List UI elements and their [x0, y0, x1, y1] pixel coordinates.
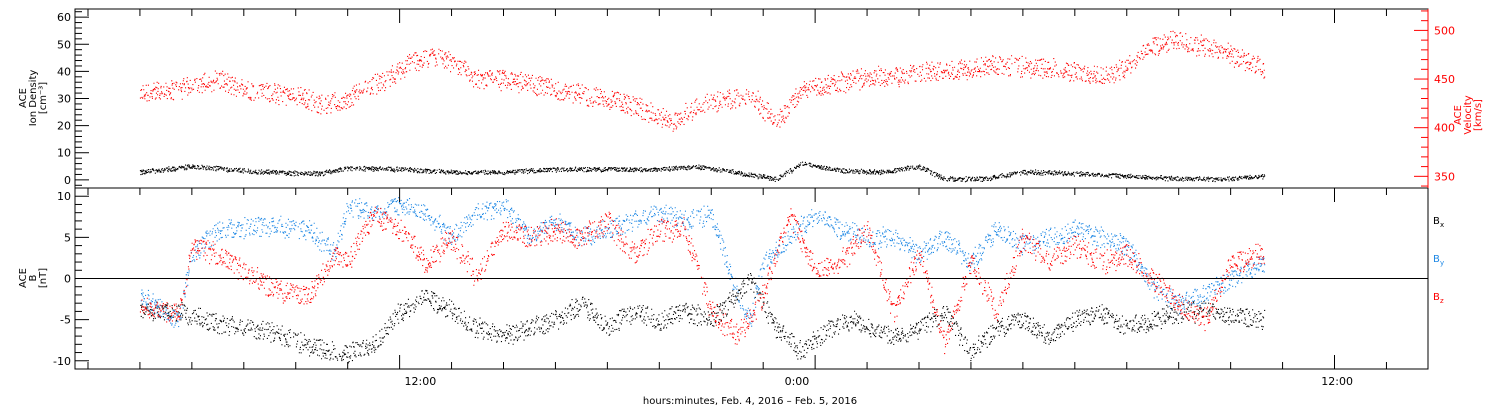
by-points [140, 197, 1266, 328]
density-tick-label: 40 [57, 65, 71, 78]
data-points-layer [139, 30, 1266, 364]
density-axis-title-line: [cm⁻³] [38, 82, 49, 114]
legend-label: B [1433, 292, 1440, 303]
velocity-axis-title-line: Velocity [1463, 95, 1474, 134]
density-tick-label: 50 [57, 38, 71, 51]
text-layer: 0 10 20 30 40 50 60 350 400 450 500 -10 -5 0 5 10 12:00 0… [18, 11, 1484, 407]
top-panel-frame [74, 8, 1429, 189]
density-tick-label: 20 [57, 120, 71, 133]
b-tick-label: 5 [64, 231, 71, 244]
axes-layer [74, 8, 1429, 370]
legend-label: B [1433, 254, 1440, 265]
time-tick-label: 0:00 [785, 375, 810, 388]
b-tick-label: -5 [60, 314, 71, 327]
legend-subscript: x [1440, 221, 1444, 229]
b-axis-title-line: ACE [18, 268, 29, 288]
density-axis-title-line: Ion Density [28, 70, 39, 127]
legend-subscript: z [1440, 297, 1444, 305]
velocity-tick-label: 450 [1434, 73, 1455, 86]
b-axis-title: ACE B [nT] [18, 268, 49, 288]
b-axis-title-line: B [28, 274, 39, 281]
velocity-axis-title-line: [km/s] [1473, 99, 1484, 131]
density-points [139, 161, 1266, 183]
b-tick-label: -10 [53, 355, 71, 368]
velocity-points [139, 30, 1266, 132]
density-tick-label: 60 [57, 11, 71, 24]
velocity-tick-label: 400 [1434, 122, 1455, 135]
b-tick-label: 0 [64, 273, 71, 286]
velocity-tick-label: 350 [1434, 170, 1455, 183]
b-tick-label: 10 [57, 190, 71, 203]
velocity-axis-title-line: ACE [1453, 105, 1464, 125]
density-tick-label: 10 [57, 147, 71, 160]
velocity-axis-title: ACE Velocity [km/s] [1453, 95, 1484, 134]
x-axis-title: hours:minutes, Feb. 4, 2016 – Feb. 5, 20… [643, 396, 857, 407]
density-tick-label: 0 [64, 174, 71, 187]
b-axis-title-line: [nT] [38, 268, 49, 288]
legend-label: B [1433, 216, 1440, 227]
density-axis-title-line: ACE [18, 88, 29, 108]
density-tick-label: 30 [57, 93, 71, 106]
time-tick-label: 12:00 [1321, 375, 1353, 388]
time-tick-label: 12:00 [405, 375, 437, 388]
bx-points [140, 273, 1266, 364]
velocity-tick-label: 500 [1434, 24, 1455, 37]
legend-subscript: y [1440, 259, 1444, 267]
density-axis-title: ACE Ion Density [cm⁻³] [18, 70, 49, 127]
